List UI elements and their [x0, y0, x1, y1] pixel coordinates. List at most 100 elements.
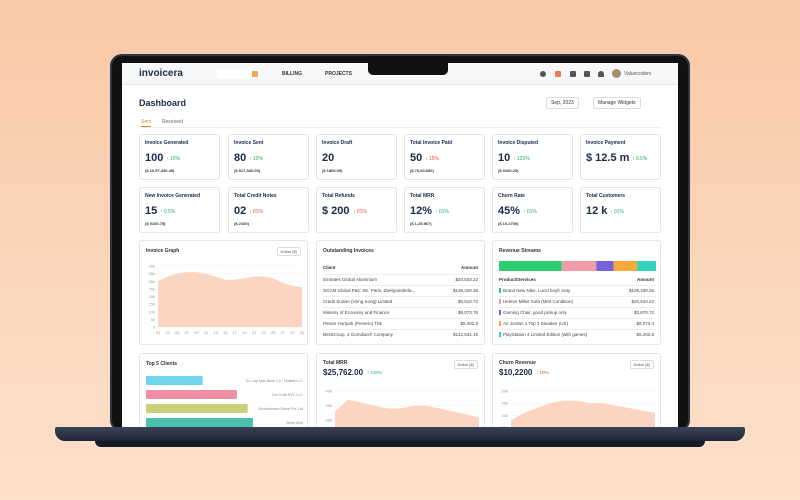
x-tick-label: 03	[165, 330, 170, 335]
card-title: Total Customers	[586, 193, 626, 199]
icon[interactable]	[584, 71, 590, 77]
panel-value: $10,2200	[499, 368, 533, 377]
segment	[596, 261, 614, 271]
icon[interactable]	[540, 71, 546, 77]
icon[interactable]	[570, 71, 576, 77]
card-trend: 15%	[425, 156, 439, 162]
x-tick-label: 21	[252, 330, 257, 335]
row-line	[323, 318, 480, 319]
laptop-base	[55, 427, 745, 441]
card-sub: ($ 817,340.05)	[234, 168, 261, 173]
product-amount: $8,073.4	[636, 321, 654, 326]
bar-label: Worldmoves Global Pvt. Ltd	[259, 407, 303, 411]
kpi-card: New Invoice Generated 150.5% ($ 9100.75)	[139, 187, 220, 233]
card-value: $ 200	[322, 205, 350, 217]
invoice-graph-panel: Invoice Graph Dollar ($) 40k 35k 30k 25k 20k 15…	[139, 240, 308, 345]
card-title: Churn Rate	[498, 193, 525, 199]
divider	[139, 127, 661, 128]
x-tick-label: 27	[281, 330, 286, 335]
x-tick-label: 17	[233, 330, 238, 335]
kpi-card: Invoice Draft 20 ($ 1800.05)	[316, 134, 397, 180]
y-tick-label: 40k	[149, 264, 155, 269]
card-sub: ($ 70,60,000)	[410, 168, 434, 173]
churn-panel: 50k45k40k35k30kChurn Revenue$10,220010%D…	[492, 353, 661, 427]
date-picker[interactable]: Sep, 2023	[546, 97, 579, 109]
card-sub: ($ 9100.75)	[145, 221, 166, 226]
x-tick-label: 30	[300, 330, 305, 335]
y-tick-label: 35k	[149, 271, 155, 276]
client-name: BestGroup, a Gumdian® Company	[323, 332, 393, 337]
client-amount: $20,543.22	[455, 277, 478, 282]
row-line	[323, 296, 480, 297]
card-value: 100	[145, 152, 164, 164]
column-header: Product/Services	[499, 277, 536, 282]
kpi-card: Total Invoice Paid 5015% ($ 70,60,000)	[404, 134, 485, 180]
column-header: Client	[323, 265, 336, 270]
card-trend: 01%	[353, 209, 367, 215]
y-tick-label: 20k	[149, 294, 155, 299]
kpi-card: Total Credit Notes 0201% ($ 2100)	[228, 187, 309, 233]
search-box[interactable]	[217, 69, 261, 79]
swatch	[499, 310, 501, 315]
area	[335, 399, 479, 427]
avatar[interactable]	[612, 69, 621, 78]
tab-active[interactable]: Sent	[141, 119, 152, 127]
segment	[637, 261, 656, 271]
card-trend: 10%	[249, 156, 263, 162]
icon[interactable]	[598, 71, 604, 77]
panel-trend: 120%	[367, 370, 383, 375]
panel-value: $25,762.00	[323, 368, 364, 377]
client-amount: $136,329.36	[452, 288, 478, 293]
kpi-card: Invoice Disputed 10120% ($ 9100.25)	[492, 134, 573, 180]
y-tick-label: 45k	[502, 401, 508, 406]
card-title: Total Refunds	[322, 193, 355, 199]
tab[interactable]: Received	[162, 119, 183, 125]
panel-title: Invoice Graph	[146, 248, 180, 254]
x-tick-label: 25	[271, 330, 276, 335]
manage-widgets[interactable]: Manage Widgets	[593, 97, 641, 109]
swatch	[499, 321, 501, 326]
camera-notch	[368, 63, 448, 75]
card-trend: 01%	[610, 209, 624, 215]
product-name: PlayStation 4 Limited Edition (with game…	[503, 332, 588, 337]
segment	[499, 261, 562, 271]
user-name[interactable]: Valuecoders	[624, 71, 652, 77]
card-title: Invoice Payment	[586, 140, 626, 146]
currency-dropdown: Dollar ($)	[453, 360, 478, 369]
column-header: Amount	[637, 277, 654, 282]
client-name: Ministry of Economy and Finance	[323, 310, 390, 315]
logo[interactable]: invoicera	[139, 68, 183, 79]
card-title: Total Credit Notes	[234, 193, 277, 199]
row-line	[499, 307, 656, 308]
chart: 50k45k40k35k30k	[502, 389, 655, 427]
x-tick-label: 09	[194, 330, 199, 335]
laptop-foot	[95, 441, 705, 447]
row-line	[499, 318, 656, 319]
product-name: Helmer Miller Sofa (Mint Condition)	[503, 299, 574, 304]
nav-item[interactable]: PROJECTS	[325, 71, 352, 77]
outstanding-panel: Outstanding Invoices Client Amount Emirates…	[316, 240, 485, 345]
x-tick-label: 11	[204, 330, 209, 335]
icon[interactable]	[555, 71, 561, 77]
y-tick-label: 40k	[502, 413, 508, 418]
segment	[613, 261, 638, 271]
card-trend: 10%	[166, 156, 180, 162]
client-name: Emirates Global Aluminium	[323, 277, 378, 282]
y-tick-label: 5k	[151, 317, 155, 322]
y-tick-label: 40k	[326, 389, 332, 394]
client-name: Credit Suisse (Hong Kong) Limited	[323, 299, 393, 304]
card-title: Invoice Draft	[322, 140, 353, 146]
currency-dropdown: Dollar ($)	[276, 247, 301, 256]
card-sub: ($ 2100)	[234, 221, 249, 226]
card-trend: 01%	[249, 209, 263, 215]
row-line	[499, 296, 656, 297]
card-title: Invoice Generated	[145, 140, 189, 146]
kpi-card: Invoice Generated 10010% ($ 10,57,340.45)	[139, 134, 220, 180]
card-trend: 0.5%	[632, 156, 647, 162]
revenue-panel: Revenue Streams Product/Services Amount Bra…	[492, 240, 661, 345]
x-tick-label: 23	[261, 330, 266, 335]
nav-item[interactable]: BILLING	[282, 71, 302, 77]
search-icon	[252, 71, 258, 77]
card-title: Total Invoice Paid	[410, 140, 453, 146]
